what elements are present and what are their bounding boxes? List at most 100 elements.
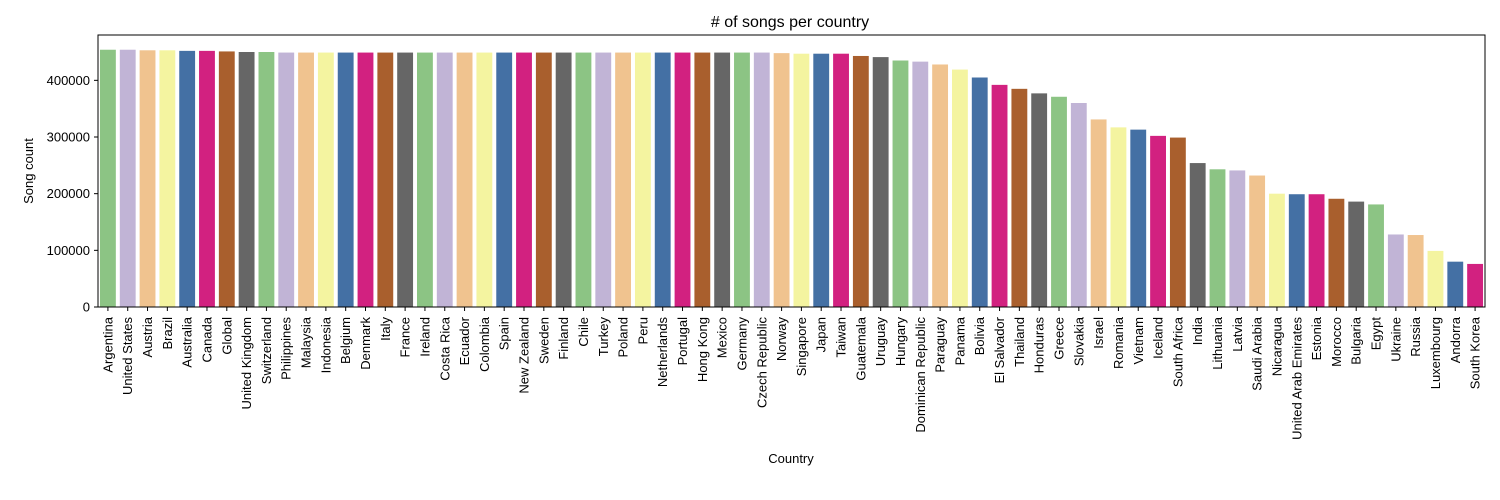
x-tick-label: Denmark <box>358 317 373 370</box>
x-tick-label: Ecuador <box>457 316 472 365</box>
bars-layer <box>99 49 1484 308</box>
x-tick-label: Global <box>219 317 234 355</box>
x-tick-label: Costa Rica <box>437 316 452 380</box>
bar-australia <box>179 50 196 308</box>
plot-frame <box>97 34 1486 308</box>
bar-brazil <box>159 50 176 308</box>
x-tick-label: Norway <box>774 317 789 362</box>
bar-south-africa <box>1169 137 1186 307</box>
bar-belgium <box>337 52 354 307</box>
x-tick-label: Japan <box>814 317 829 352</box>
bar-united-arab-emirates <box>1288 194 1305 307</box>
x-tick-label: Hong Kong <box>695 317 710 382</box>
bar-switzerland <box>258 52 275 307</box>
bar-singapore <box>793 53 810 308</box>
y-tick-label: 200000 <box>47 186 90 201</box>
bar-finland <box>555 52 572 307</box>
x-tick-label: France <box>398 317 413 357</box>
bar-morocco <box>1328 198 1345 307</box>
x-tick-label: El Salvador <box>992 316 1007 383</box>
x-tick-label: Estonia <box>1309 316 1324 360</box>
bar-el-salvador <box>991 84 1008 308</box>
x-tick-label: Bolivia <box>972 316 987 355</box>
bar-taiwan <box>833 53 849 308</box>
bar-guatemala <box>852 55 869 307</box>
x-tick-label: Greece <box>1051 317 1066 360</box>
x-tick-label: Turkey <box>596 317 611 357</box>
bar-israel <box>1090 119 1107 308</box>
x-tick-label: Portugal <box>675 317 690 366</box>
bar-thailand <box>1011 88 1028 307</box>
x-tick-label: Bulgaria <box>1349 316 1364 364</box>
bar-estonia <box>1308 194 1325 307</box>
bar-nicaragua <box>1269 193 1285 307</box>
bar-hungary <box>892 60 909 307</box>
x-tick-label: Nicaragua <box>1269 316 1284 376</box>
bar-uruguay <box>872 57 889 307</box>
bar-germany <box>734 52 750 307</box>
x-tick-label: Indonesia <box>318 316 333 373</box>
x-axis-title: Country <box>768 451 814 466</box>
x-tick-label: Argentina <box>100 316 115 372</box>
bar-france <box>397 52 414 307</box>
bar-ukraine <box>1387 234 1404 307</box>
bar-mexico <box>714 52 731 307</box>
bar-ireland <box>417 52 433 307</box>
bar-slovakia <box>1070 103 1087 307</box>
x-tick-label: Singapore <box>794 317 809 376</box>
bar-greece <box>1051 96 1067 308</box>
x-tick-label: Malaysia <box>299 316 314 368</box>
x-tick-label: Guatemala <box>853 316 868 380</box>
bar-chile <box>575 52 592 307</box>
bar-japan <box>813 53 830 308</box>
bar-sweden <box>535 52 552 307</box>
bar-colombia <box>476 52 493 307</box>
bar-malaysia <box>298 52 314 307</box>
x-tick-label: Slovakia <box>1071 316 1086 366</box>
x-tick-label: South Africa <box>1170 316 1185 387</box>
x-tick-label: Canada <box>199 316 214 362</box>
bar-latvia <box>1229 170 1246 307</box>
x-tick-label: Thailand <box>1012 317 1027 367</box>
bar-russia <box>1407 235 1424 307</box>
bar-bulgaria <box>1348 201 1365 307</box>
x-tick-label: Taiwan <box>834 317 849 357</box>
x-tick-label: Czech Republic <box>754 317 769 409</box>
x-tick-label: New Zealand <box>517 317 532 394</box>
x-tick-label: Germany <box>734 317 749 371</box>
x-tick-label: Sweden <box>536 317 551 364</box>
x-tick-label: Finland <box>556 317 571 360</box>
x-tick-label: Latvia <box>1230 316 1245 351</box>
x-tick-label: Chile <box>576 317 591 347</box>
x-tick-label: Uruguay <box>873 317 888 367</box>
y-tick-label: 0 <box>83 300 90 315</box>
bar-paraguay <box>932 64 949 307</box>
x-tick-label: Dominican Republic <box>913 317 928 433</box>
x-tick-label: Netherlands <box>655 317 670 388</box>
y-tick-label: 400000 <box>47 73 90 88</box>
bar-luxembourg <box>1427 250 1444 307</box>
x-tick-label: Panama <box>952 316 967 365</box>
bar-denmark <box>357 52 374 307</box>
x-tick-label: Australia <box>180 316 195 367</box>
bar-costa-rica <box>436 52 453 307</box>
bar-united-states <box>119 49 136 307</box>
bar-philippines <box>278 52 295 307</box>
bar-norway <box>773 53 790 307</box>
bar-canada <box>199 50 215 308</box>
bar-lithuania <box>1209 169 1226 307</box>
x-tick-label: Hungary <box>893 317 908 367</box>
bar-argentina <box>99 49 116 307</box>
bar-hong-kong <box>694 52 711 307</box>
bar-portugal <box>674 52 691 307</box>
x-tick-label: Romania <box>1111 316 1126 369</box>
chart-title: # of songs per country <box>711 14 869 31</box>
x-tick-label: Mexico <box>715 317 730 358</box>
x-tick-label: Luxembourg <box>1428 317 1443 389</box>
bar-iceland <box>1150 135 1166 307</box>
x-tick-label: Ireland <box>417 317 432 357</box>
bar-india <box>1189 163 1206 307</box>
bar-honduras <box>1031 93 1048 308</box>
x-tick-label: Spain <box>497 317 512 350</box>
y-tick-label: 100000 <box>47 243 90 258</box>
